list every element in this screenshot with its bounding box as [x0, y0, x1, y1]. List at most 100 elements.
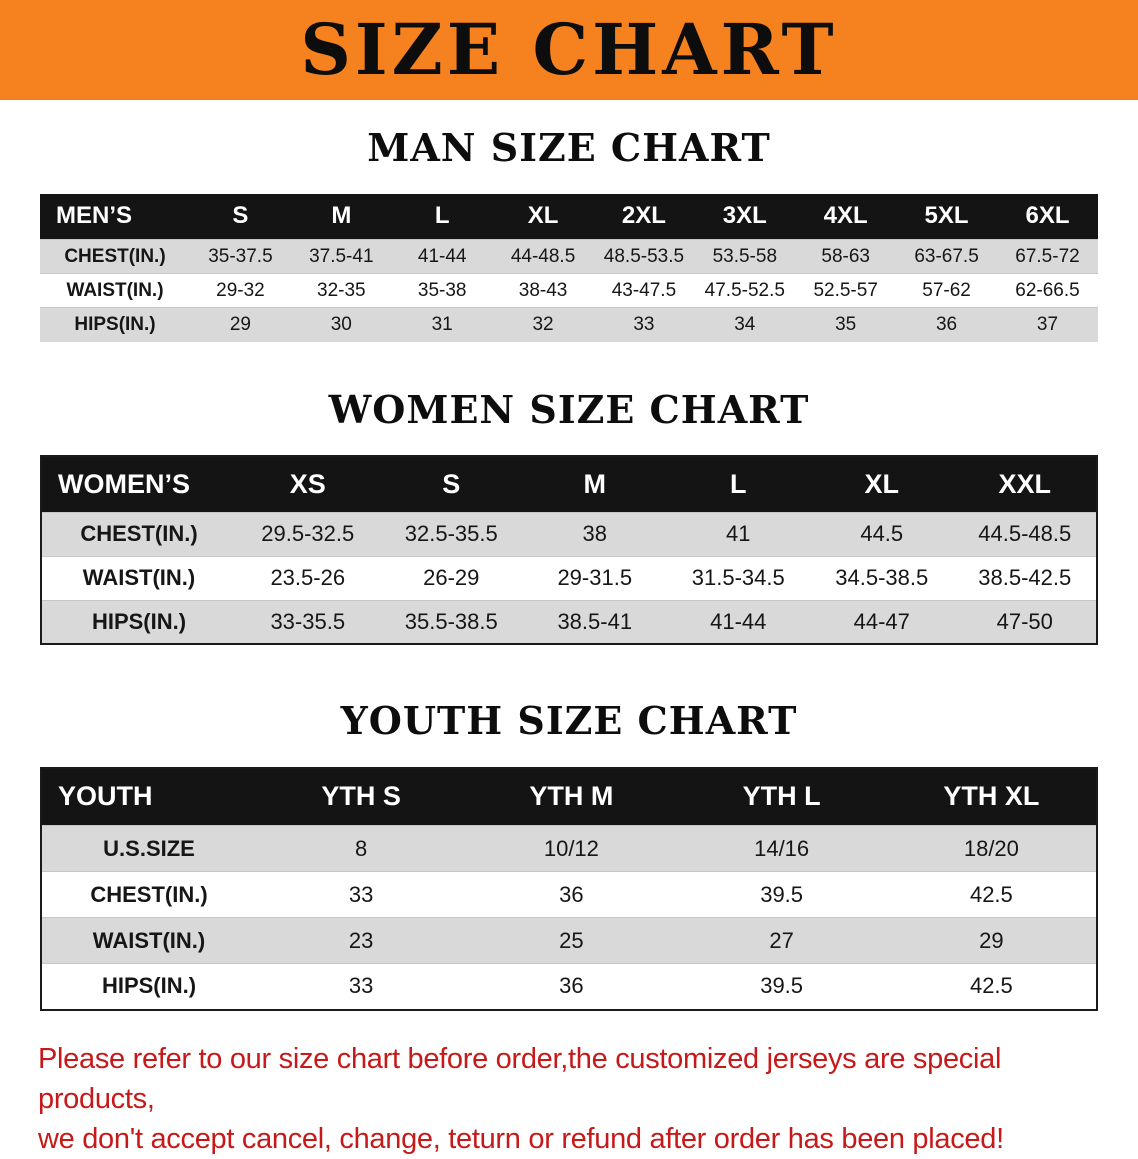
measurement-value: 41-44	[417, 245, 467, 267]
measurement-label: HIPS(IN.)	[91, 608, 187, 634]
men-size-table: MEN’S S M L XL 2XL 3XL 4XL 5XL 6XL CHEST(IN.) 35-37…	[40, 193, 1098, 342]
measurement-label: HIPS(IN.)	[74, 313, 156, 335]
disclaimer-line-1: Please refer to our size chart before or…	[38, 1042, 1002, 1115]
measurement-value: 35-38	[417, 279, 467, 301]
measurement-value: 47.5-52.5	[704, 279, 785, 301]
measurement-label: WAIST(IN.)	[66, 279, 164, 301]
measurement-value: 41-44	[710, 608, 767, 634]
measurement-value: 38.5-42.5	[978, 565, 1072, 590]
measurement-label: CHEST(IN.)	[80, 521, 198, 546]
measurement-value: 29-31.5	[557, 565, 633, 590]
measurement-value: 33	[348, 973, 374, 999]
measurement-value: 38-43	[518, 279, 568, 301]
measurement-value: 27	[769, 927, 794, 953]
size-column-header: 5XL	[924, 202, 969, 230]
size-column-header: L	[730, 468, 747, 499]
size-chart-banner: SIZE CHART	[0, 0, 1138, 100]
size-column-header: XS	[289, 468, 326, 499]
measurement-value: 67.5-72	[1015, 245, 1080, 267]
women-size-table: WOMEN’S XS S M L XL XXL CHEST(IN.) 29.5-32.5 32.5…	[40, 455, 1098, 645]
size-column-header: XXL	[998, 468, 1051, 499]
measurement-value: 44-47	[853, 608, 910, 634]
measurement-value: 43-47.5	[611, 279, 677, 301]
measurement-value: 53.5-58	[712, 245, 778, 267]
measurement-value: 38.5-41	[557, 608, 633, 634]
measurement-row: WAIST(IN.) 29-32 32-35 35-38 38-43 43-47.5 47.…	[40, 273, 1098, 308]
measurement-value: 39.5	[760, 881, 804, 907]
size-column-header: YTH XL	[943, 781, 1040, 812]
measurement-value: 32-35	[317, 279, 366, 301]
measurement-value: 34.5-38.5	[835, 565, 929, 590]
women-size-section: WOMEN SIZE CHART WOMEN’S XS S M L XL XXL CHEST(…	[0, 386, 1138, 645]
measurement-value: 29-32	[216, 279, 265, 301]
measurement-label: WAIST(IN.)	[92, 927, 206, 953]
table-corner-label: WOMEN’S	[58, 468, 190, 499]
measurement-row: U.S.SIZE 8 10/12 14/16 18/20	[41, 825, 1097, 872]
measurement-label: CHEST(IN.)	[90, 881, 208, 907]
measurement-value: 39.5	[760, 973, 804, 999]
measurement-value: 37.5-41	[309, 245, 374, 267]
measurement-value: 23	[348, 927, 374, 953]
measurement-value: 38	[582, 521, 607, 546]
table-corner-label: YOUTH	[58, 781, 153, 812]
measurement-value: 44.5	[860, 521, 904, 546]
measurement-row: HIPS(IN.) 33 36 39.5 42.5	[41, 963, 1097, 1010]
measurement-value: 8	[355, 835, 368, 861]
measurement-row: CHEST(IN.) 33 36 39.5 42.5	[41, 871, 1097, 918]
measurement-row: CHEST(IN.) 35-37.5 37.5-41 41-44 44-48.5 48.5…	[40, 239, 1098, 274]
measurement-row: HIPS(IN.) 29 30 31 32 33 34 35 36 37	[40, 307, 1098, 342]
measurement-row: HIPS(IN.) 33-35.5 35.5-38.5 38.5-41 41-44 44-…	[41, 600, 1097, 644]
size-column-header: YTH S	[321, 781, 401, 812]
size-column-header: 2XL	[621, 202, 666, 230]
measurement-value: 34	[734, 313, 756, 335]
measurement-value: 31.5-34.5	[691, 565, 785, 590]
women-section-heading: WOMEN SIZE CHART	[328, 386, 810, 432]
size-column-header: YTH M	[529, 781, 614, 812]
measurement-value: 14/16	[754, 835, 810, 861]
measurement-label: WAIST(IN.)	[82, 565, 196, 590]
table-corner-label: MEN’S	[56, 202, 133, 230]
size-column-header: L	[434, 202, 450, 230]
measurement-value: 36	[559, 973, 584, 999]
measurement-value: 29	[229, 313, 251, 335]
measurement-value: 35-37.5	[208, 245, 273, 267]
measurement-value: 58-63	[821, 245, 870, 267]
measurement-value: 33	[348, 881, 374, 907]
size-table-header-row: YOUTH YTH S YTH M YTH L YTH XL	[41, 767, 1097, 826]
measurement-value: 35	[835, 313, 857, 335]
size-table-header-row: MEN’S S M L XL 2XL 3XL 4XL 5XL 6XL	[40, 193, 1098, 240]
measurement-value: 44-48.5	[510, 245, 576, 267]
size-column-header: S	[442, 468, 461, 499]
men-size-section: MAN SIZE CHART MEN’S S M L XL 2XL 3XL 4XL 5XL 6XL…	[0, 124, 1138, 342]
size-column-header: XL	[864, 468, 899, 499]
measurement-row: CHEST(IN.) 29.5-32.5 32.5-35.5 38 41 44.5 44.5…	[41, 512, 1097, 556]
size-column-header: 3XL	[722, 202, 767, 230]
size-column-header: 4XL	[823, 202, 868, 230]
measurement-value: 29	[979, 927, 1004, 953]
size-column-header: M	[331, 202, 352, 230]
measurement-row: WAIST(IN.) 23 25 27 29	[41, 917, 1097, 964]
measurement-row: WAIST(IN.) 23.5-26 26-29 29-31.5 31.5-34.5 34…	[41, 556, 1097, 600]
size-column-header: M	[583, 468, 607, 499]
measurement-value: 26-29	[423, 565, 480, 590]
size-column-header: S	[232, 202, 249, 230]
youth-size-table: YOUTH YTH S YTH M YTH L YTH XL U.S.SIZE 8 10/12…	[40, 766, 1098, 1011]
measurement-value: 52.5-57	[813, 279, 878, 301]
measurement-value: 29.5-32.5	[261, 521, 355, 546]
measurement-value: 44.5-48.5	[978, 521, 1072, 546]
measurement-value: 36	[559, 881, 584, 907]
measurement-value: 37	[1036, 313, 1059, 335]
measurement-value: 41	[726, 521, 751, 546]
measurement-value: 33-35.5	[270, 608, 346, 634]
measurement-value: 30	[330, 313, 352, 335]
measurement-value: 47-50	[996, 608, 1053, 634]
measurement-value: 42.5	[969, 973, 1013, 999]
measurement-value: 62-66.5	[1015, 279, 1080, 301]
measurement-value: 63-67.5	[914, 245, 979, 267]
disclaimer-line-2: we don't accept cancel, change, teturn o…	[38, 1122, 1004, 1155]
measurement-value: 48.5-53.5	[603, 245, 685, 267]
size-column-header: 6XL	[1025, 202, 1070, 230]
measurement-value: 10/12	[543, 835, 599, 861]
measurement-label: U.S.SIZE	[103, 835, 195, 861]
page-title: SIZE CHART	[300, 8, 838, 91]
